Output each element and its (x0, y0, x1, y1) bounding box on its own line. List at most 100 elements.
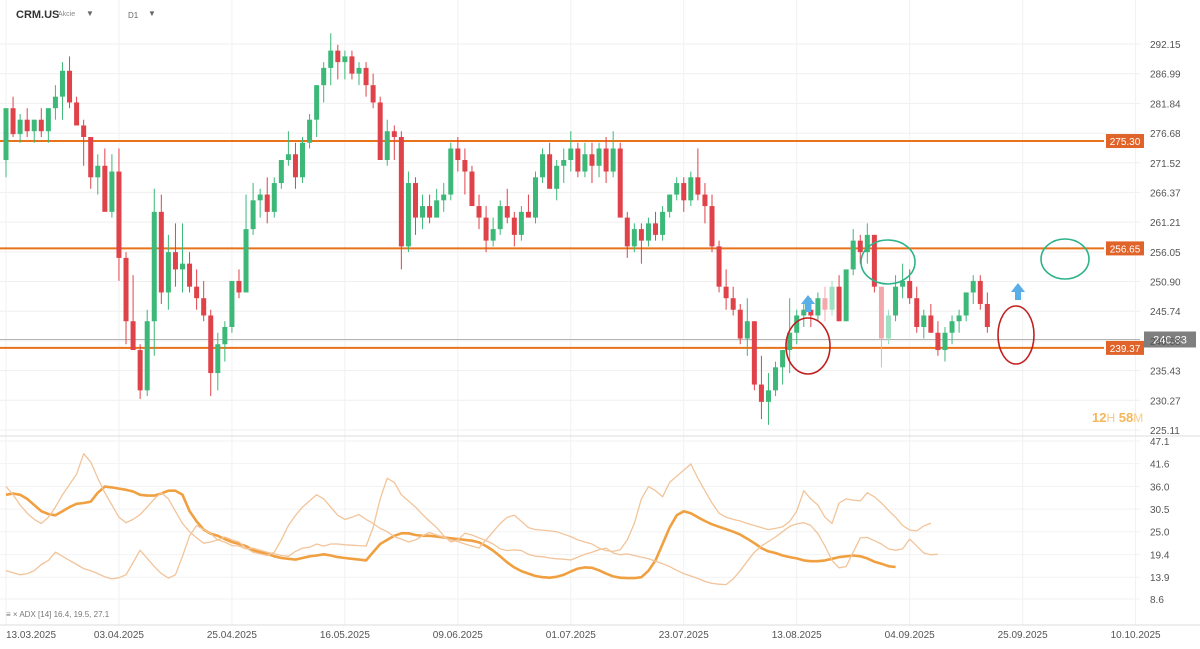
bullish-candle (285, 131, 291, 166)
adx-tick-label: 41.6 (1150, 460, 1170, 471)
candle-body (314, 85, 320, 120)
candle-body (674, 183, 680, 195)
price-tick-label: 261.21 (1150, 218, 1181, 229)
bullish-candle (744, 298, 750, 356)
candle-body (610, 148, 616, 172)
bearish-candle (716, 240, 722, 293)
adx-tick-label: 8.6 (1150, 595, 1164, 606)
level-price-tag (1106, 241, 1144, 256)
timeframe-selector[interactable]: D1 (128, 11, 139, 20)
candle-body (765, 390, 771, 402)
bearish-candle (709, 194, 715, 253)
candle-body (180, 263, 185, 270)
bullish-candle (801, 303, 807, 327)
candle-body (307, 119, 313, 143)
candle-body (935, 332, 941, 351)
bearish-candle (575, 142, 581, 178)
candle-body (624, 217, 630, 247)
bearish-candle (172, 223, 178, 287)
bullish-candle (660, 206, 666, 241)
countdown-hours: 12 (1092, 410, 1107, 425)
bearish-candle (38, 108, 44, 137)
bearish-candle (67, 56, 73, 109)
bearish-candle (589, 142, 595, 184)
candle-body (74, 102, 80, 126)
candle-body (780, 350, 786, 368)
time-tick-label: 13.03.2025 (6, 630, 56, 641)
candle-body (681, 183, 687, 201)
bullish-candle (278, 160, 284, 189)
timeframe-dropdown-chevron-icon[interactable]: ▼ (148, 9, 156, 18)
candle-body (829, 286, 835, 310)
candle-body (504, 206, 510, 218)
bearish-candle (349, 50, 355, 80)
adx-tick-label: 13.9 (1150, 573, 1170, 584)
bearish-candle (878, 286, 884, 368)
candle-body (773, 367, 779, 391)
bullish-candle (497, 200, 503, 235)
last-price-label: 240.83 (1153, 334, 1187, 346)
adx-minus-di-line (5, 477, 938, 586)
price-tick-label: 235.43 (1150, 367, 1181, 378)
bearish-candle (10, 96, 16, 137)
countdown-minutes: 58 (1118, 410, 1134, 425)
horizontal-levels: 275.30 256.65 239.37 240.83 (0, 134, 1196, 355)
candle-body (264, 194, 270, 212)
bearish-candle (469, 165, 475, 207)
price-tick-label: 271.52 (1150, 159, 1181, 170)
bearish-candle (984, 292, 990, 333)
time-tick-label: 04.09.2025 (885, 630, 935, 641)
price-tick-label: 240.58 (1150, 337, 1181, 348)
candle-body (525, 211, 531, 218)
bullish-candle (970, 275, 976, 304)
bearish-candle (462, 148, 468, 195)
bearish-candle (455, 136, 461, 172)
candle-body (412, 183, 418, 218)
price-tick-label: 266.37 (1150, 188, 1181, 199)
bullish-candle (815, 292, 821, 322)
candle-body (10, 108, 16, 135)
symbol-dropdown-chevron-icon[interactable]: ▼ (86, 9, 94, 18)
bullish-candle (45, 108, 51, 143)
bullish-candle (956, 309, 962, 333)
candle-body (384, 131, 390, 161)
bearish-candle (398, 131, 404, 270)
bearish-candle (123, 252, 129, 345)
level-price-label: 256.65 (1110, 244, 1141, 255)
bearish-candle (511, 211, 517, 247)
bullish-candle (229, 280, 235, 333)
candle-body (864, 234, 870, 253)
candle-body (653, 223, 659, 235)
candle-body (342, 56, 348, 63)
bullish-candle (765, 373, 771, 425)
bullish-candle (610, 131, 616, 178)
adx-axis: 47.1 41.6 36.0 30.5 25.0 19.4 13.9 8.6 (1150, 437, 1170, 606)
bullish-candle (257, 188, 263, 218)
candle-body (208, 315, 214, 374)
bearish-candle (116, 148, 122, 281)
bearish-candle (130, 275, 136, 351)
candle-body (956, 315, 962, 322)
bullish-candle (151, 188, 157, 356)
bullish-candle (420, 194, 426, 230)
bearish-candle (88, 136, 94, 189)
bearish-candle (914, 286, 920, 333)
bearish-candle (236, 269, 242, 299)
candle-body (617, 148, 623, 218)
time-tick-label: 25.09.2025 (998, 630, 1048, 641)
candle-body (702, 194, 708, 207)
candle-body (67, 70, 73, 103)
bullish-candle (52, 85, 58, 120)
bullish-candle (674, 177, 680, 201)
bearish-candle (412, 177, 418, 235)
candle-body (737, 309, 743, 339)
bullish-candle (307, 113, 313, 149)
candle-body (427, 206, 433, 218)
candle-body (130, 321, 136, 351)
bearish-candle (427, 194, 433, 224)
candle-body (638, 229, 644, 241)
bearish-candle (137, 344, 143, 399)
adx-legend-icons[interactable]: ≡ × (6, 610, 18, 619)
asset-type-label: Akcie (58, 11, 76, 18)
